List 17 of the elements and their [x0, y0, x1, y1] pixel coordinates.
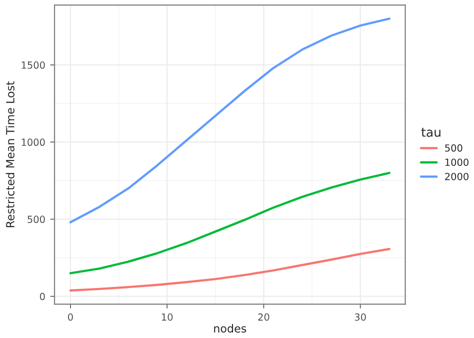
- line-series: [69, 248, 390, 292]
- y-axis-title: Restricted Mean Time Lost: [6, 81, 14, 228]
- legend-title: tau: [421, 128, 440, 137]
- y-tick-label: 1500: [22, 61, 45, 69]
- x-tick-label: 10: [162, 313, 173, 321]
- y-tick-label: 1000: [22, 138, 45, 146]
- y-tick-label: 500: [28, 216, 45, 224]
- x-tick-label: 20: [258, 313, 270, 321]
- legend-label: 1000: [445, 158, 468, 166]
- x-tick-label: 0: [68, 313, 73, 321]
- x-tick-label: 30: [354, 313, 366, 321]
- legend-label: 500: [445, 144, 462, 152]
- x-axis-title: nodes: [214, 324, 246, 333]
- legend-label: 2000: [445, 172, 468, 180]
- line-series: [69, 172, 390, 274]
- line-series: [69, 18, 390, 224]
- y-tick-label: 0: [40, 292, 45, 300]
